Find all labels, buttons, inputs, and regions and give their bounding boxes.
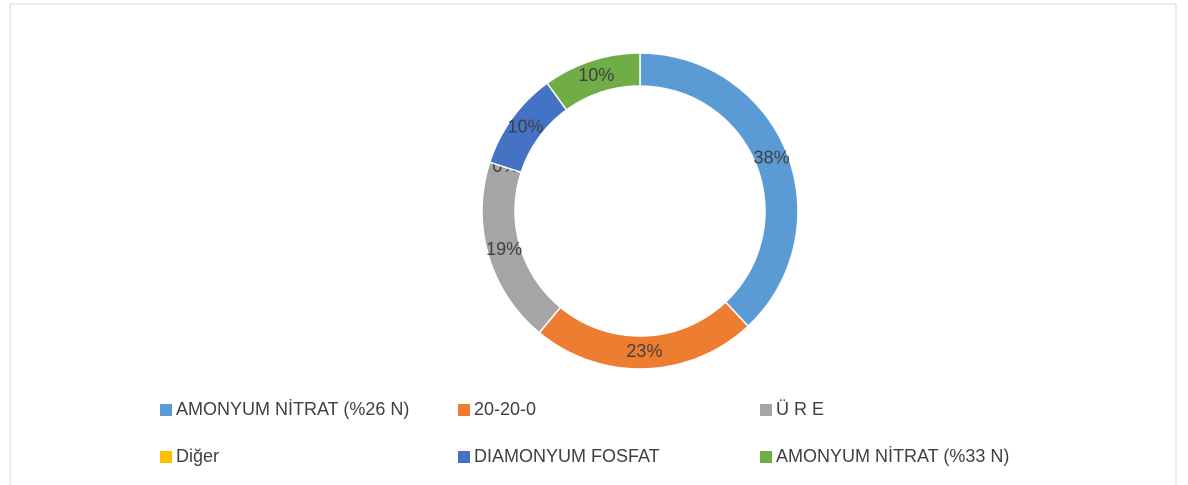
legend-label: Diğer	[176, 446, 219, 466]
legend-label: AMONYUM NİTRAT (%26 N)	[176, 399, 409, 419]
data-label: 10%	[508, 117, 544, 137]
legend-label: 20-20-0	[474, 399, 536, 419]
legend-swatch	[760, 404, 772, 416]
donut-segment	[639, 52, 799, 328]
donut-segment	[546, 52, 641, 111]
legend-swatch	[160, 404, 172, 416]
data-label: 38%	[754, 148, 790, 168]
legend-swatch	[160, 451, 172, 463]
data-label: 19%	[486, 239, 522, 259]
legend-label: DIAMONYUM FOSFAT	[474, 446, 660, 466]
legend-label: Ü R E	[776, 399, 824, 419]
legend-swatch	[760, 451, 772, 463]
legend-swatch	[458, 451, 470, 463]
legend-label: AMONYUM NİTRAT (%33 N)	[776, 446, 1009, 466]
chart-frame	[9, 3, 1177, 485]
data-label: 10%	[578, 65, 614, 85]
data-label: 23%	[626, 341, 662, 361]
legend-swatch	[458, 404, 470, 416]
